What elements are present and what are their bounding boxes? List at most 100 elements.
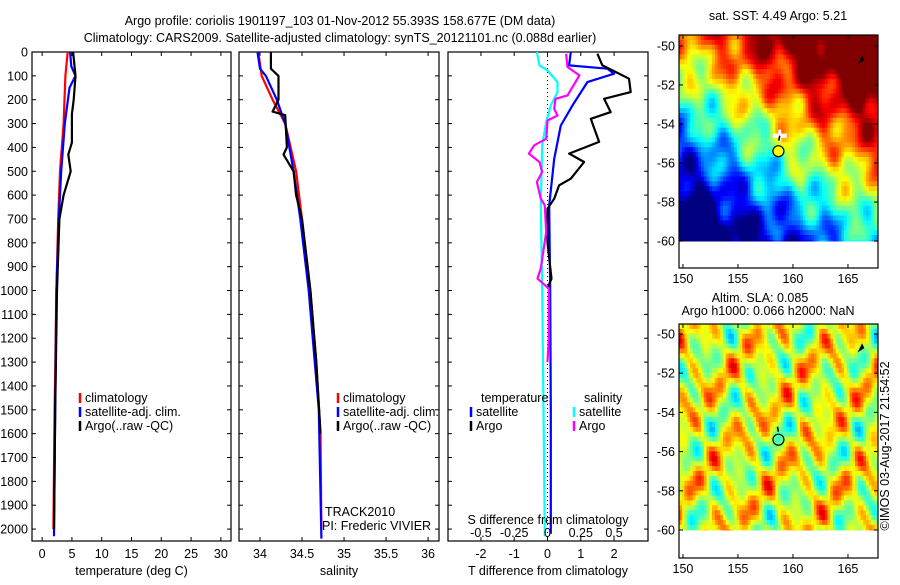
heatmap-cell <box>696 196 699 201</box>
heatmap-cell <box>778 35 781 40</box>
heatmap-cell <box>817 133 820 138</box>
heatmap-cell <box>850 225 853 230</box>
heatmap-cell <box>723 128 726 133</box>
heatmap-cell <box>723 172 726 177</box>
heatmap-cell <box>839 196 842 201</box>
heatmap-cell <box>696 89 699 94</box>
heatmap-cell <box>833 402 836 407</box>
heatmap-cell <box>800 113 803 118</box>
heatmap-cell <box>828 45 831 50</box>
heatmap-cell <box>740 123 743 128</box>
heatmap-cell <box>806 368 809 373</box>
heatmap-cell <box>784 393 787 398</box>
heatmap-cell <box>718 79 721 84</box>
heatmap-cell <box>784 240 787 242</box>
heatmap-cell <box>745 137 748 142</box>
heatmap-cell <box>844 398 847 403</box>
heatmap-cell <box>795 40 798 45</box>
heatmap-cell <box>806 383 809 388</box>
heatmap-cell <box>789 388 792 393</box>
heatmap-cell <box>855 206 858 211</box>
heatmap-cell <box>789 128 792 133</box>
heatmap-cell <box>762 225 765 230</box>
heatmap-cell <box>756 422 759 427</box>
heatmap-cell <box>833 235 836 240</box>
heatmap-cell <box>773 35 776 40</box>
heatmap-cell <box>712 334 715 339</box>
heatmap-cell <box>690 147 693 152</box>
heatmap-cell <box>855 147 858 152</box>
heatmap-cell <box>855 398 858 403</box>
heatmap-cell <box>822 55 825 60</box>
heatmap-cell <box>767 220 770 225</box>
heatmap-cell <box>734 417 737 422</box>
heatmap-cell <box>855 353 858 358</box>
heatmap-cell <box>773 402 776 407</box>
heatmap-cell <box>734 123 737 128</box>
heatmap-cell <box>756 84 759 89</box>
heatmap-cell <box>756 225 759 230</box>
heatmap-cell <box>712 206 715 211</box>
heatmap-cell <box>718 412 721 417</box>
heatmap-cell <box>789 225 792 230</box>
heatmap-cell <box>762 69 765 74</box>
heatmap-cell <box>745 157 748 162</box>
heatmap-cell <box>707 407 710 412</box>
heatmap-cell <box>740 230 743 235</box>
heatmap-cell <box>712 157 715 162</box>
heatmap-cell <box>756 206 759 211</box>
heatmap-cell <box>833 422 836 427</box>
heatmap-cell <box>817 103 820 108</box>
heatmap-cell <box>795 59 798 64</box>
heatmap-cell <box>707 235 710 240</box>
heatmap-cell <box>778 55 781 60</box>
heatmap-cell <box>795 373 798 378</box>
x-tick-label: 0 <box>39 547 46 561</box>
heatmap-cell <box>806 177 809 182</box>
heatmap-cell <box>872 35 875 40</box>
heatmap-cell <box>712 344 715 349</box>
heatmap-cell <box>795 55 798 60</box>
heatmap-cell <box>773 191 776 196</box>
heatmap-cell <box>828 147 831 152</box>
heatmap-cell <box>690 74 693 79</box>
heatmap-cell <box>696 225 699 230</box>
heatmap-cell <box>701 206 704 211</box>
heatmap-cell <box>811 186 814 191</box>
heatmap-cell <box>696 181 699 186</box>
heatmap-cell <box>701 240 704 242</box>
heatmap-cell <box>872 373 875 378</box>
heatmap-cell <box>844 220 847 225</box>
heatmap-cell <box>712 427 715 432</box>
heatmap-cell <box>773 89 776 94</box>
heatmap-cell <box>861 162 864 167</box>
heatmap-cell <box>767 74 770 79</box>
lat-tick-label: -54 <box>657 117 675 131</box>
s-tick-label: 0.5 <box>605 526 622 540</box>
heatmap-cell <box>690 324 693 329</box>
heatmap-cell <box>712 363 715 368</box>
heatmap-cell <box>773 94 776 99</box>
heatmap-cell <box>767 69 770 74</box>
heatmap-cell <box>795 142 798 147</box>
heatmap-cell <box>707 152 710 157</box>
heatmap-cell <box>817 324 820 329</box>
heatmap-cell <box>872 422 875 427</box>
heatmap-cell <box>855 388 858 393</box>
heatmap-cell <box>723 344 726 349</box>
heatmap-cell <box>745 388 748 393</box>
heatmap-cell <box>729 324 732 329</box>
heatmap-cell <box>745 398 748 403</box>
heatmap-cell <box>822 172 825 177</box>
heatmap-cell <box>729 422 732 427</box>
lat-tick-label: -52 <box>657 78 675 92</box>
heatmap-cell <box>723 89 726 94</box>
heatmap-cell <box>866 398 869 403</box>
heatmap-cell <box>828 64 831 69</box>
heatmap-cell <box>762 108 765 113</box>
heatmap-cell <box>773 79 776 84</box>
heatmap-cell <box>844 79 847 84</box>
heatmap-cell <box>872 191 875 196</box>
heatmap-cell <box>784 363 787 368</box>
heatmap-cell <box>718 398 721 403</box>
